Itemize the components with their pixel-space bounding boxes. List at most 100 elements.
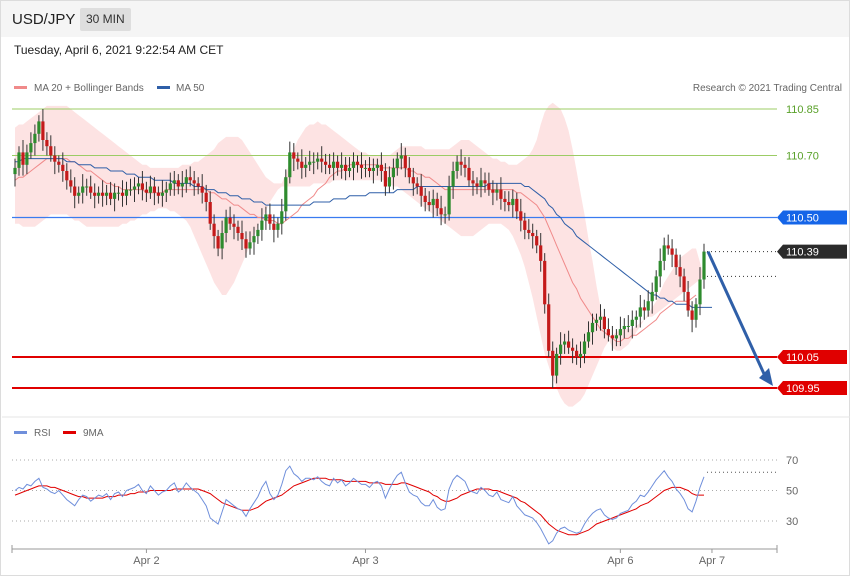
candle-body [324,161,328,165]
candle-body [140,183,144,190]
candle-body [236,226,240,233]
candle-body [666,245,670,249]
candle-body [351,161,356,168]
ma20-legend-swatch [14,86,27,89]
candle-body [463,164,467,168]
candle-body [626,326,630,327]
candle-body [344,164,348,171]
candle-body [399,155,403,159]
candle-body [252,236,256,243]
candle-body [590,322,595,333]
candle-body [547,304,551,351]
candle-body [622,326,626,330]
candle-body [120,192,125,196]
rsi-ma-line [14,477,704,536]
rsi-lines-layer [14,465,705,545]
candle-body [29,143,33,153]
timeframe-badge[interactable]: 30 MIN [80,8,131,31]
candle-body [487,183,491,190]
candle-body [614,335,618,339]
candle-body [503,198,507,202]
candle-body [256,229,260,237]
candle-body [21,152,25,165]
candle-body [363,167,368,169]
candle-body [499,189,503,199]
candle-body [156,192,160,196]
candle-body [467,167,471,181]
candle-body [598,316,603,320]
candle-body [642,307,646,311]
candle-body [248,242,252,249]
candle-body [25,152,29,165]
candle-body [515,198,519,212]
candle-body [272,223,276,230]
level-label-109.95: 109.95 [786,383,820,395]
candle-body [555,353,559,376]
candle-body [559,344,563,354]
candle-body [443,214,447,216]
candle-body [65,171,69,181]
candle-body [411,177,415,184]
level-label-110.85: 110.85 [786,104,819,116]
candle-body [654,276,658,292]
candle-body [662,245,666,261]
candle-body [81,186,85,193]
candle-body [176,180,180,187]
candle-body [57,161,61,165]
candle-body [160,192,164,196]
candle-body [507,202,511,206]
candle-body [228,217,232,224]
candle-body [85,186,89,188]
candle-body [479,180,483,187]
candle-body [184,177,188,184]
candle-body [232,223,236,227]
candle-body [391,167,395,178]
candle-body [582,341,587,354]
candle-body [212,223,216,237]
candle-body [292,152,296,159]
candle-body [650,291,654,302]
candle-body [280,211,284,224]
level-lines-layer [12,108,777,389]
candle-body [45,140,49,147]
candle-body [284,177,288,212]
rsi-legend-swatch [14,431,27,434]
candle-body [347,167,352,171]
candle-body [168,183,172,190]
candle-body [634,316,638,320]
x-label-Apr 2: Apr 2 [133,555,159,567]
candle-body [379,164,383,171]
candle-body [144,189,148,193]
candle-body [551,350,555,376]
candle-body [638,307,642,317]
candle-body [109,192,113,199]
candle-body [240,233,244,240]
rsi-line [14,465,705,545]
candle-body [336,161,340,168]
candle-body [296,158,300,162]
candle-body [196,183,200,187]
ma50-line [15,158,712,308]
rsi-level-label-30: 30 [786,516,798,528]
candle-body [519,211,523,221]
candle-body [312,161,316,163]
forecast-arrow-shaft [706,250,767,377]
candle-body [567,341,571,348]
candle-body [630,319,634,326]
candle-body [403,155,407,168]
candles-layer [13,109,706,388]
candle-body [188,177,192,181]
candle-body [475,183,479,187]
candle-body [260,220,264,230]
x-label-Apr 6: Apr 6 [607,555,633,567]
candle-body [180,183,184,187]
candle-body [308,161,312,165]
candle-body [124,189,129,196]
candle-body [359,164,364,168]
candle-body [491,189,495,193]
candle-body [69,180,73,187]
candle-body [431,198,435,206]
candle-body [459,161,463,165]
candle-body [367,167,372,171]
